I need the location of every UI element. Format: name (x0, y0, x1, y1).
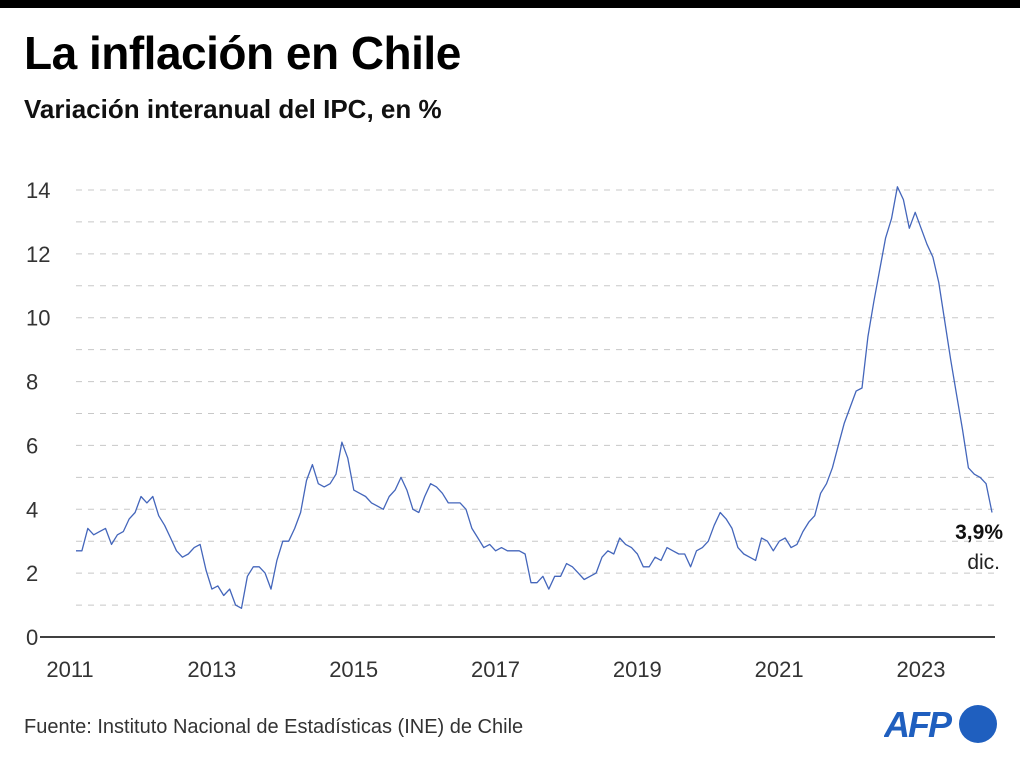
chart-subtitle: Variación interanual del IPC, en % (24, 94, 442, 124)
x-tick-label: 2013 (187, 657, 236, 682)
x-axis-ticks: 2011 2013 2015 2017 2019 2021 2023 (46, 657, 945, 682)
annotation-value: 3,9% (955, 521, 1003, 544)
top-bar (0, 0, 1020, 8)
y-tick-label: 8 (26, 370, 38, 395)
y-tick-label: 6 (26, 433, 38, 458)
chart-title: La inflación en Chile (24, 27, 461, 79)
x-tick-label: 2023 (897, 657, 946, 682)
y-tick-label: 0 (26, 625, 38, 650)
y-tick-label: 4 (26, 497, 38, 522)
y-tick-label: 2 (26, 561, 38, 586)
x-tick-label: 2019 (613, 657, 662, 682)
y-tick-label: 12 (26, 242, 50, 267)
x-tick-label: 2017 (471, 657, 520, 682)
x-tick-label: 2011 (46, 657, 93, 682)
y-tick-label: 10 (26, 306, 50, 331)
y-axis-ticks: 0 2 4 6 8 10 12 14 (26, 178, 50, 650)
y-tick-label: 14 (26, 178, 50, 203)
x-tick-label: 2021 (755, 657, 804, 682)
annotation-label: dic. (967, 551, 1000, 574)
svg-text:AFP: AFP (884, 704, 953, 745)
gridlines (76, 189, 995, 606)
series-line-ipc (76, 186, 993, 609)
x-tick-label: 2015 (329, 657, 378, 682)
source-note: Fuente: Instituto Nacional de Estadístic… (24, 716, 524, 738)
afp-logo: AFP (883, 702, 1000, 751)
